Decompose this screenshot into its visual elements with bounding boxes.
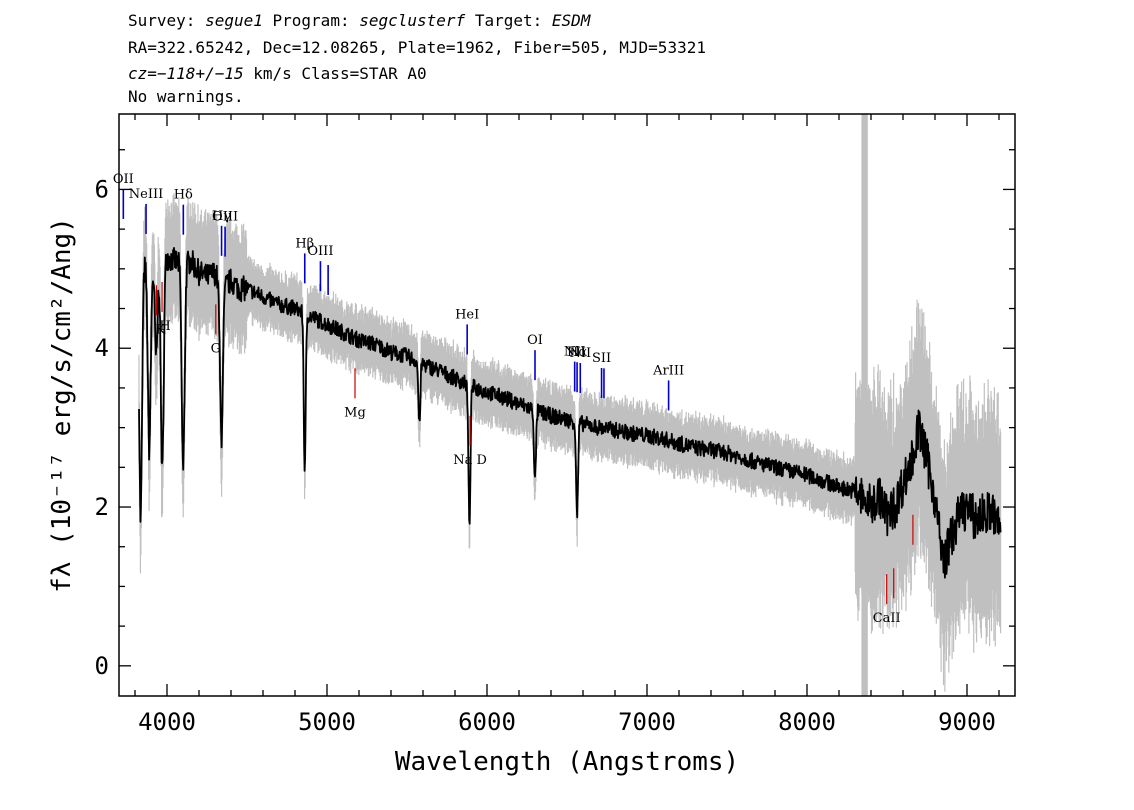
emission-line-label: OIII	[212, 210, 238, 225]
plot-frame	[118, 113, 1016, 697]
x-axis-title: Wavelength (Angstroms)	[395, 747, 739, 777]
y-tick-label: 2	[95, 493, 109, 521]
absorption-line-label: H	[159, 319, 170, 334]
emission-line-label: Hγ	[212, 209, 231, 224]
header-line-warnings: No warnings.	[128, 87, 244, 106]
emission-line-label: OI	[527, 333, 543, 348]
x-tick-label: 7000	[618, 708, 676, 736]
axes: 4000 5000 6000 7000 8000 9000 0 2 4 6	[95, 114, 1015, 736]
emission-line-label: Hα	[567, 345, 587, 360]
absorption-line-label: CaII	[873, 611, 901, 626]
flux-series-line	[138, 247, 1002, 579]
emission-line-label: Hδ	[174, 188, 193, 203]
survey-value: segue1	[205, 11, 263, 30]
y-axis-title: fλ (10⁻¹⁷ erg/s/cm²/Ang)	[47, 217, 77, 593]
emission-line-label: OIII	[307, 244, 333, 259]
absorption-line-label: K	[156, 322, 166, 337]
plot-content	[138, 114, 1002, 696]
emission-line-label: HeI	[455, 307, 479, 322]
x-tick-label: 9000	[938, 708, 996, 736]
x-tick-label: 4000	[138, 708, 196, 736]
header-line-coordinates: RA=322.65242, Dec=12.08265, Plate=1962, …	[128, 38, 706, 57]
header-line-redshift: cz=−118+/−15 km/s Class=STAR A0	[128, 64, 427, 83]
emission-line-label: OII	[113, 172, 134, 187]
error-envelope	[138, 193, 1002, 692]
emission-line-label: NeIII	[129, 187, 163, 202]
cz-value: −118+/−15	[156, 64, 244, 83]
header-line-survey: Survey: segue1 Program: segclusterf Targ…	[128, 11, 591, 30]
x-tick-label: 8000	[778, 708, 836, 736]
x-tick-label: 6000	[458, 708, 516, 736]
emission-line-label: NII	[564, 345, 586, 360]
absorption-line-label: G	[211, 341, 221, 356]
emission-line-label: ArIII	[652, 363, 684, 378]
absorption-line-label: Na D	[453, 453, 487, 468]
y-tick-label: 0	[95, 652, 109, 680]
emission-line-label: Hβ	[295, 236, 314, 251]
absorption-line-label: Mg	[344, 405, 366, 420]
x-tick-label: 5000	[298, 708, 356, 736]
emission-line-label: SII	[592, 351, 611, 366]
y-tick-label: 4	[95, 334, 109, 362]
y-tick-label: 6	[95, 175, 109, 203]
target-value: ESDM	[551, 11, 591, 30]
emission-line-label: NII	[569, 346, 591, 361]
program-value: segclusterf	[359, 11, 466, 30]
